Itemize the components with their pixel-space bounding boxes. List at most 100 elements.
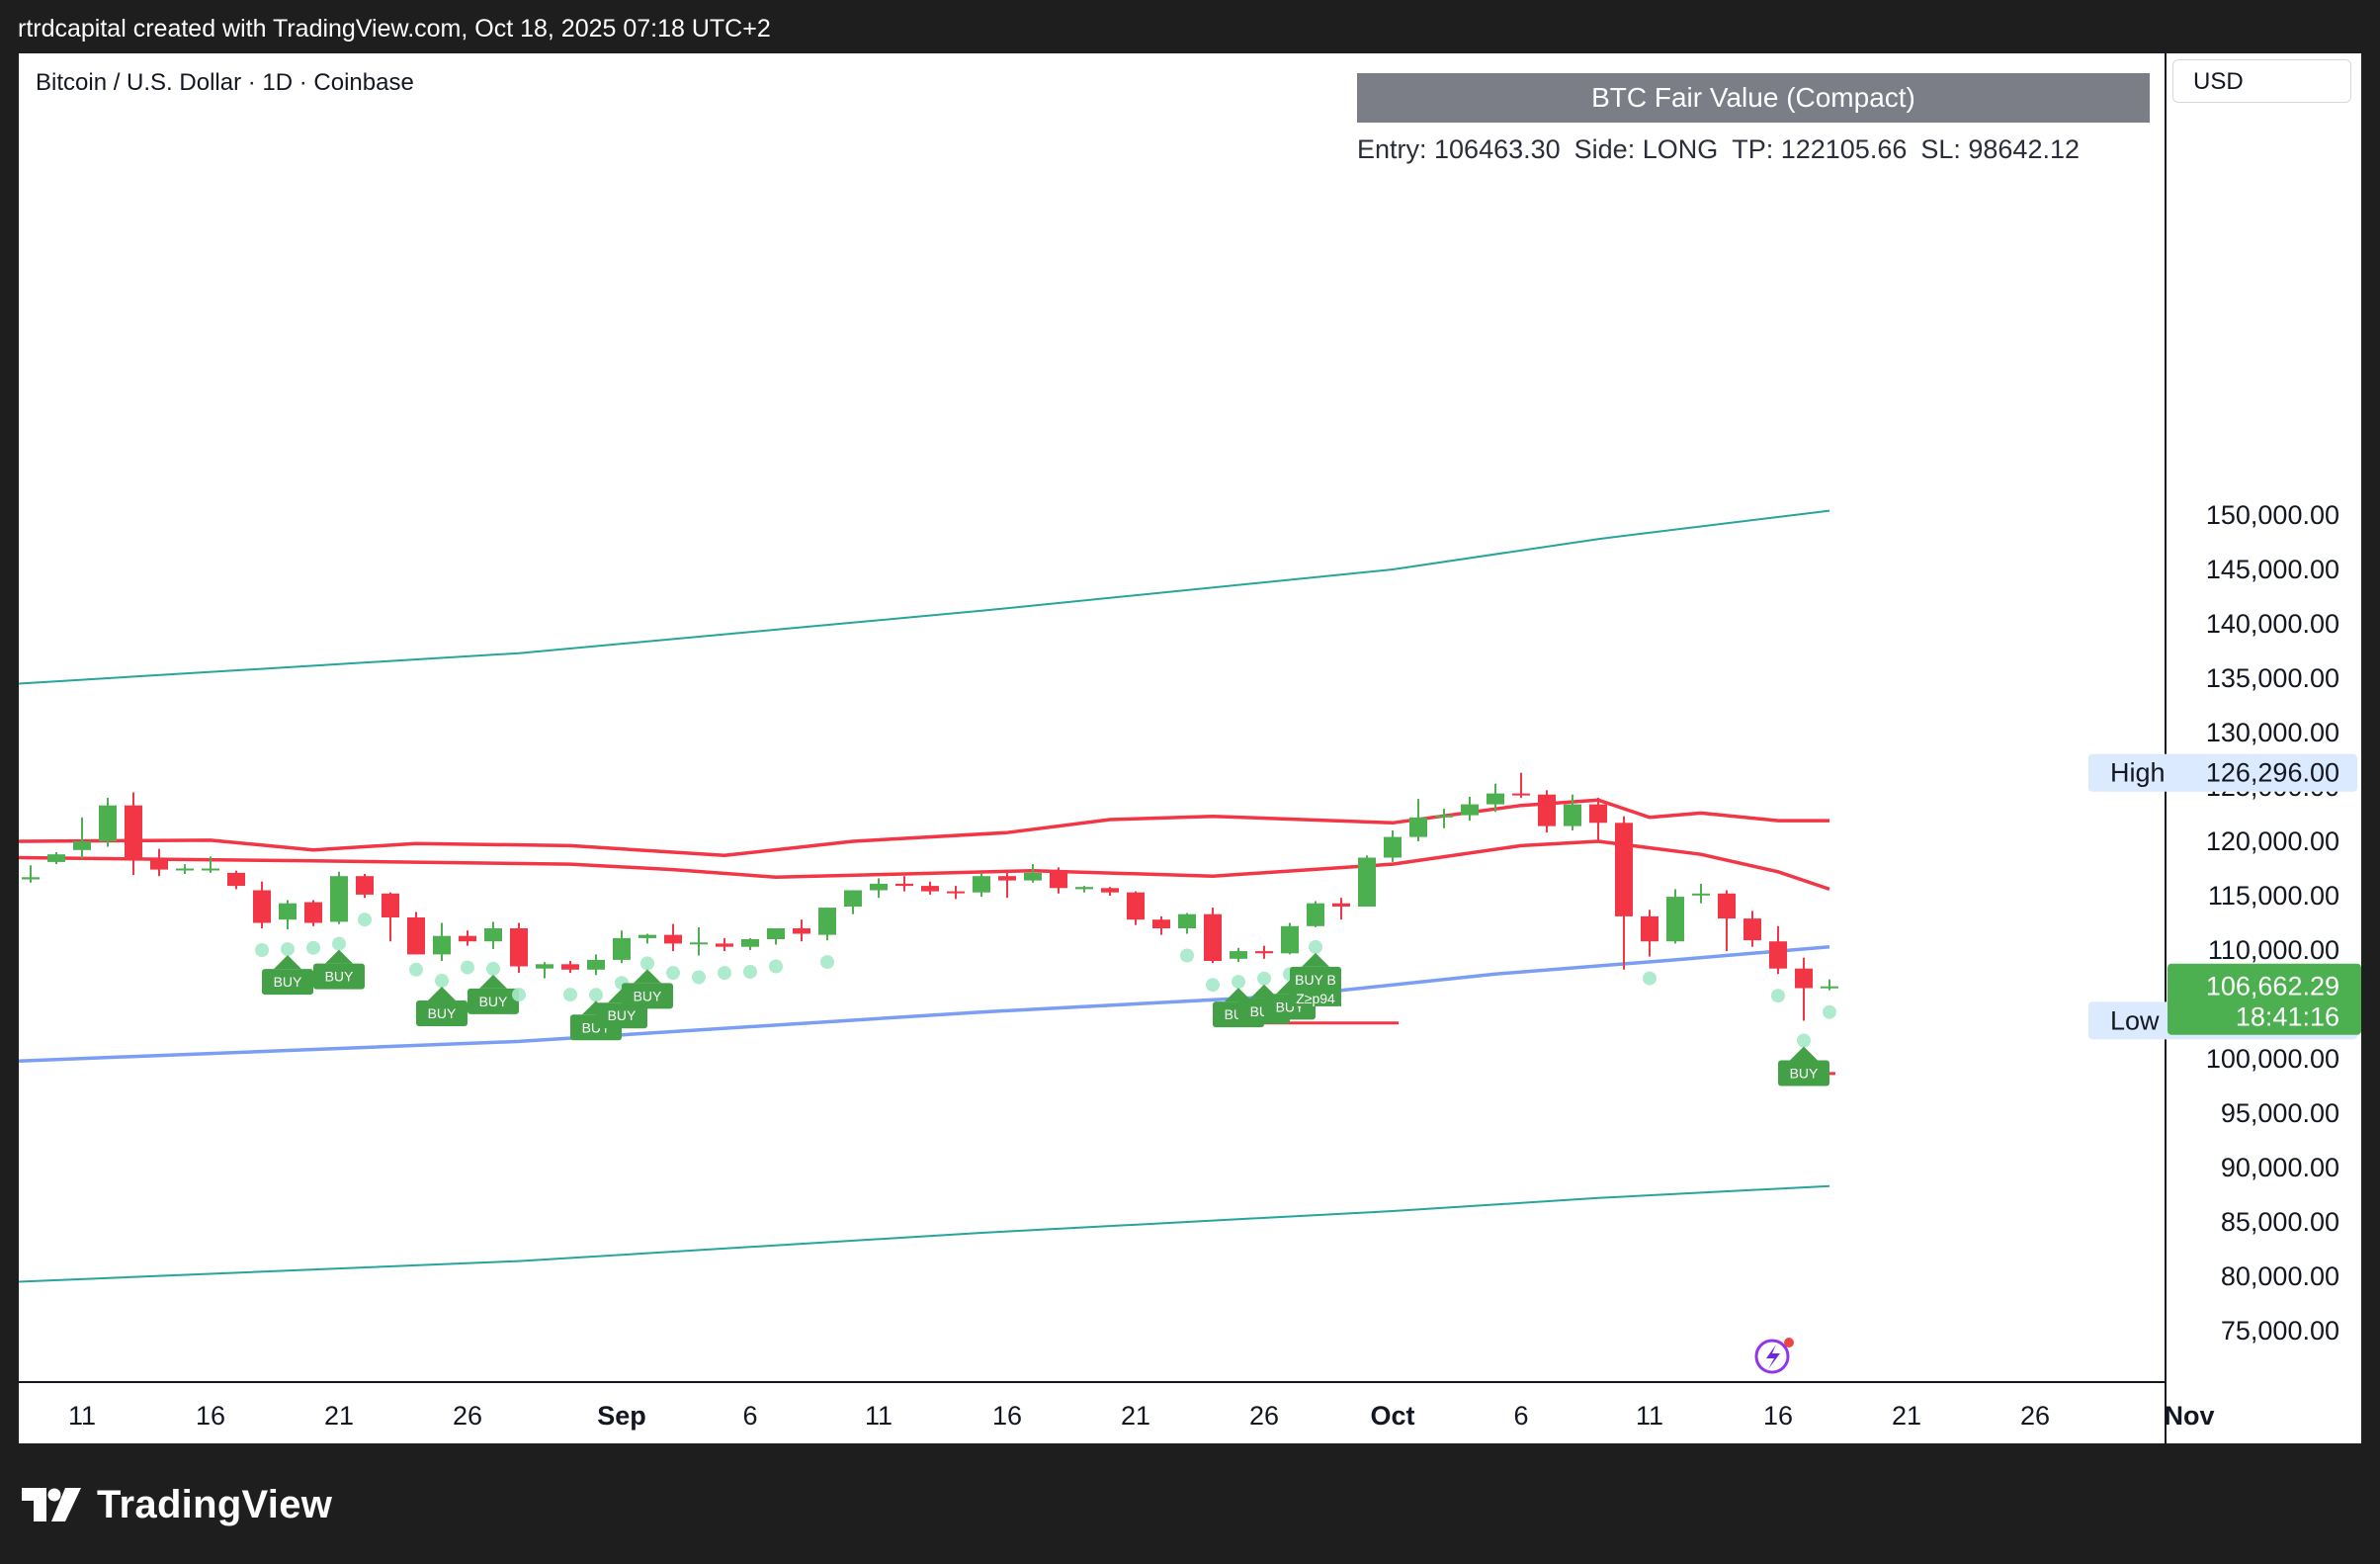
signal-arrow <box>1225 988 1252 1002</box>
signal-label: BUY B <box>1295 972 1336 988</box>
candle <box>895 876 913 892</box>
assistant-icon-ring <box>1754 1339 1790 1374</box>
candle <box>176 864 194 874</box>
candle <box>1795 957 1813 1021</box>
candle <box>1435 809 1453 828</box>
time-tick-label: 16 <box>196 1401 225 1431</box>
signal-dot <box>1257 971 1271 986</box>
price-tick-label: 95,000.00 <box>2221 1098 2339 1128</box>
candle-body <box>1127 892 1145 920</box>
signal-dot <box>486 961 500 976</box>
buy-signal-10: BUY B Z≥p94 <box>1290 939 1341 1006</box>
candle <box>613 930 631 964</box>
candle-body <box>998 876 1016 881</box>
candle <box>1127 891 1145 925</box>
candle-body <box>870 883 888 891</box>
candle-body <box>253 890 271 923</box>
candle-body <box>1152 919 1170 928</box>
price-tick-label: 140,000.00 <box>2206 609 2339 639</box>
candle <box>1281 922 1299 955</box>
signal-dot <box>255 943 269 957</box>
symbol-title[interactable]: Bitcoin / U.S. Dollar · 1D · Coinbase <box>36 69 414 96</box>
signal-dot <box>1206 978 1220 993</box>
candle <box>1538 790 1556 833</box>
candle-body <box>1281 925 1299 954</box>
candle-body <box>1589 804 1607 824</box>
candle <box>716 937 733 952</box>
signal-dot <box>409 962 423 977</box>
signal-badge <box>416 1000 468 1026</box>
candle <box>1255 945 1273 959</box>
candle <box>767 928 785 945</box>
time-tick-label: 26 <box>453 1401 482 1431</box>
candle-body <box>73 841 91 850</box>
candle <box>407 912 425 955</box>
signal-dot <box>692 970 706 985</box>
signal-badge <box>1778 1060 1829 1086</box>
candle <box>536 962 553 979</box>
time-tick-label: 21 <box>1892 1401 1921 1431</box>
high-label: High <box>2110 758 2166 788</box>
signal-dot <box>512 988 526 1002</box>
candle-body <box>1255 951 1273 954</box>
candle-body <box>1230 951 1247 959</box>
signal-arrow <box>325 949 353 964</box>
candle-body <box>716 943 733 947</box>
time-tick-label: 21 <box>1121 1401 1150 1431</box>
attribution-bar: rtrdcapital created with TradingView.com… <box>0 0 2380 53</box>
candle <box>1641 910 1658 957</box>
candle-body <box>818 908 836 935</box>
candles-layer <box>22 772 1838 1021</box>
candle-body <box>407 917 425 955</box>
price-tick-label: 130,000.00 <box>2206 718 2339 747</box>
candle-body <box>1718 893 1736 919</box>
signal-badge-ext <box>1290 988 1341 1006</box>
candle <box>844 890 862 914</box>
candle <box>1564 794 1581 830</box>
signals-layer: BUYBUYBUYBUYBUYBUYBUYBUYBUYBUYBUY BZ≥p94… <box>255 912 1836 1086</box>
candle <box>1692 883 1710 904</box>
candle-body <box>1358 857 1376 907</box>
candle <box>1512 772 1530 798</box>
bar-countdown: 18:41:16 <box>2236 1002 2339 1032</box>
side-value: Side: LONG <box>1573 134 1719 164</box>
tradingview-logo[interactable]: TradingView <box>22 1477 332 1532</box>
candle-body <box>1666 897 1684 942</box>
signal-dot <box>1232 975 1245 990</box>
candle-body <box>1075 887 1093 890</box>
signal-badge <box>596 1002 647 1029</box>
candle <box>818 908 836 941</box>
signal-dot <box>306 940 320 955</box>
signal-label: BUY <box>608 1007 637 1023</box>
signal-dot <box>1771 989 1785 1003</box>
price-chart[interactable]: BUYBUYBUYBUYBUYBUYBUYBUYBUYBUYBUY BZ≥p94… <box>19 53 2361 1443</box>
candle <box>690 926 708 956</box>
candle-body <box>484 928 502 942</box>
currency-selector[interactable]: USD <box>2172 59 2351 103</box>
buy-signal-1: BUY <box>313 936 365 990</box>
indicator-title: BTC Fair Value (Compact) <box>1357 73 2150 123</box>
candle-body <box>1538 794 1556 826</box>
footer-bar <box>0 1443 2380 1564</box>
sl-value: SL: 98642.12 <box>1920 134 2081 164</box>
lower-band-line <box>19 1184 1830 1283</box>
candle <box>382 892 399 942</box>
buy-signal-2: BUY <box>416 974 468 1026</box>
candle <box>47 852 65 865</box>
candle-body <box>664 934 682 944</box>
candle-body <box>150 858 168 870</box>
brand-name: TradingView <box>97 1482 333 1526</box>
candle <box>1666 889 1684 944</box>
candle <box>22 865 40 883</box>
candle <box>1615 816 1633 970</box>
axes-layer: 150,000.00 145,000.00 140,000.00 135,000.00… <box>19 53 2361 1443</box>
candle-body <box>741 939 759 947</box>
candle-body <box>279 903 297 920</box>
candle-body <box>638 934 656 938</box>
price-tick-label: 90,000.00 <box>2221 1153 2339 1182</box>
candle <box>587 954 605 976</box>
candle-body <box>1487 793 1504 805</box>
chart-frame[interactable]: BUYBUYBUYBUYBUYBUYBUYBUYBUYBUYBUY BZ≥p94… <box>19 53 2361 1443</box>
signal-dot <box>1180 948 1194 963</box>
candle-body <box>382 893 399 917</box>
